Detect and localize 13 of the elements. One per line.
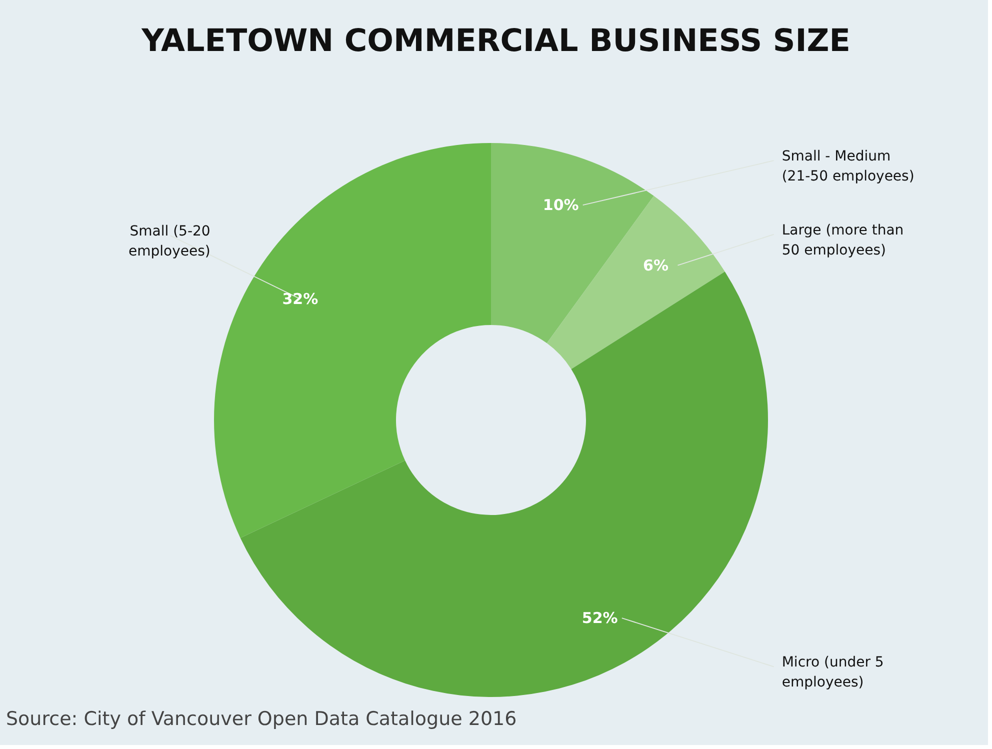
slice-label: Small (5-20 employees)	[128, 224, 210, 260]
donut-slice	[214, 143, 491, 538]
source-note: Source: City of Vancouver Open Data Catalogue 2016	[6, 708, 517, 730]
slice-label: Small - Medium (21-50 employees)	[782, 148, 914, 185]
donut-slice	[546, 196, 725, 370]
data-label: 52%	[582, 609, 618, 628]
chart-title: YALETOWN COMMERCIAL BUSINESS SIZE	[140, 23, 850, 59]
data-label: 6%	[643, 256, 668, 274]
donut-slice	[240, 272, 768, 697]
data-label: 32%	[282, 290, 318, 308]
slice-label: Micro (under 5 employees)	[782, 654, 884, 691]
data-label: 10%	[542, 196, 579, 214]
slice-label: Large (more than 50 employees)	[782, 222, 904, 258]
